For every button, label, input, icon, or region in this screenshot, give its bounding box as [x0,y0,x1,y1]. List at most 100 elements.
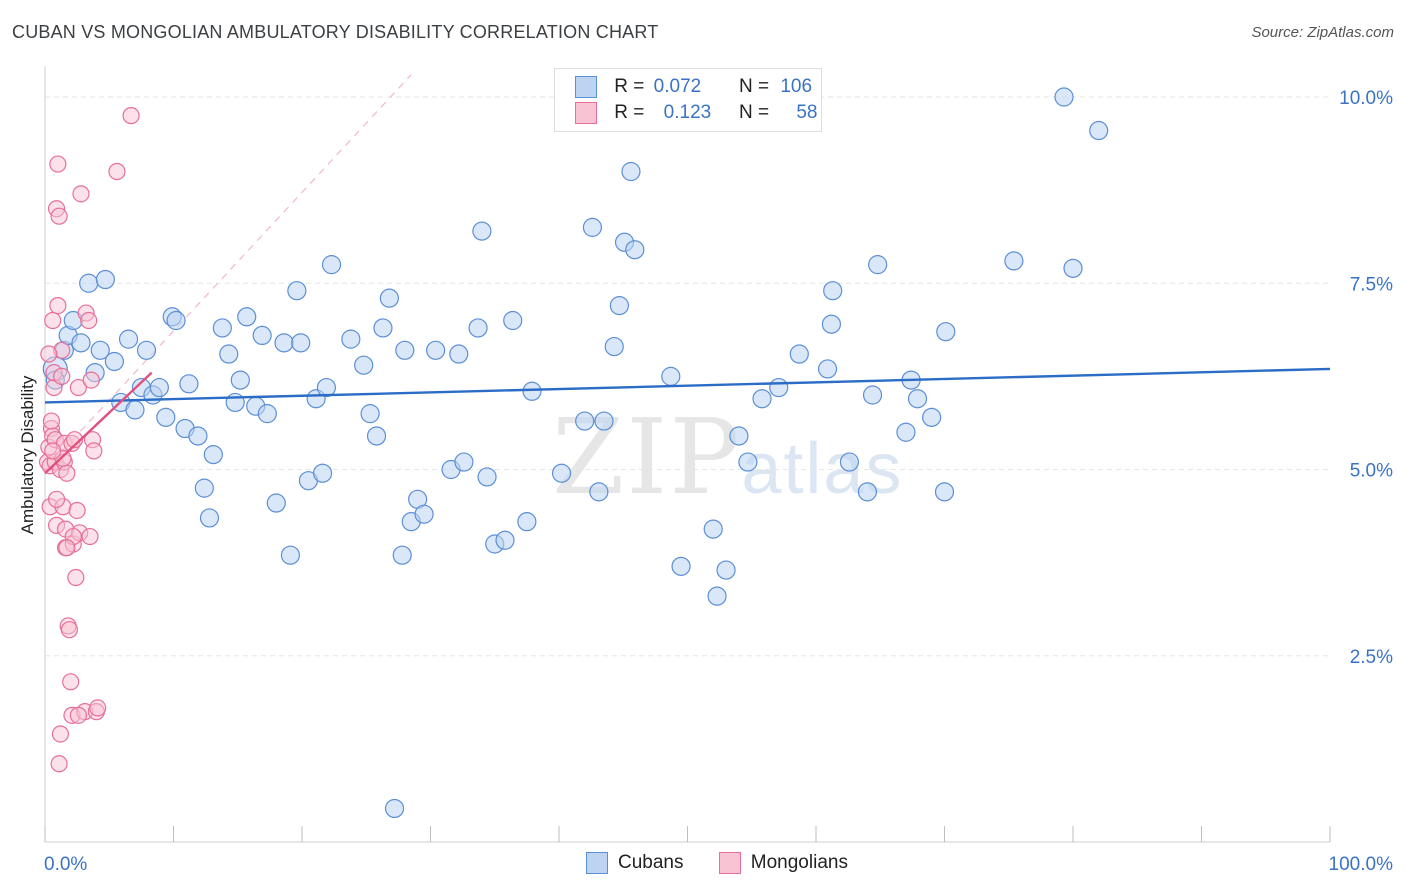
legend-row-mongolians: R = 0.123 N = 58 [575,102,817,126]
legend-item-mongolians: Mongolians [718,852,848,874]
y-axis-label: Ambulatory Disability [18,375,37,534]
cubans-point [71,333,91,353]
cubans-r-label: R = [614,76,645,98]
y-tick-label-3: 10.0% [1339,88,1393,109]
cubans-point [589,482,609,502]
mongolians-point [68,501,86,520]
cubans-point [934,482,955,502]
cubans-trend-line [44,367,1331,404]
cubans-point [426,340,446,360]
cubans-point [604,336,624,357]
mongolians-point [40,345,58,363]
legend-row-cubans: R = 0.072 N = 106 [575,76,812,100]
cubans-point [769,377,789,398]
cubans-point [316,377,337,398]
cubans-point [454,452,474,472]
mongolians-n-label: N = [738,102,770,124]
mongolians-point [50,755,68,773]
cubans-point [817,359,838,379]
cubans-point [1054,87,1074,107]
cubans-point [625,240,645,260]
cubans-point [594,411,614,431]
cubans-point [907,389,928,409]
cubans-point [136,340,157,360]
y-tick-label-0: 2.5% [1350,647,1393,668]
cubans-point [868,255,888,275]
chart-title: CUBAN VS MONGOLIAN AMBULATORY DISABILITY… [12,22,659,42]
x-tick-label-1: 100.0% [1329,854,1394,875]
cubans-point [414,504,434,524]
cubans-point [118,329,139,349]
cubans-point [609,296,629,316]
cubans-point [517,512,537,532]
mongolians-point [81,527,99,546]
stats-legend: R = 0.072 N = 106 R = 0.123 N = 58 [554,68,822,132]
cubans-point [166,310,186,331]
cubans-point [125,400,145,420]
mongolians-point [108,162,126,181]
cubans-point [522,381,542,401]
cubans-point [472,221,492,241]
cubans-point [252,325,272,345]
cubans-point [188,426,208,446]
cubans-point [341,329,361,349]
cubans-point [495,530,515,550]
cubans-point [703,519,723,539]
cubans-point [468,318,488,338]
cubans-point [95,269,115,290]
mongolians-point [72,185,90,203]
legend-mongolians-swatch [718,852,741,874]
cubans-point [179,374,199,394]
dashed-reference-line [44,74,412,470]
cubans-point [199,508,220,528]
trend-lines [44,367,1331,475]
cubans-point [321,255,342,275]
cubans-point [384,798,405,819]
cubans-point [936,322,956,342]
cubans-point [219,344,239,364]
cubans-point [896,422,916,442]
cubans-point [707,586,727,606]
cubans-point [395,340,415,360]
cubans-point [373,318,393,338]
reference-line [44,74,412,470]
cubans-point [671,556,691,576]
cubans-point [922,407,942,427]
axis-labels: Ambulatory Disability 2.5% 5.0% 7.5% 10.0% 0… [18,88,1393,875]
legend-cubans-swatch [586,852,608,874]
cubans-point [1063,258,1083,278]
cubans-point [312,463,333,483]
mongolians-point [60,621,79,639]
cubans-points [42,87,1109,819]
series-legend: Cubans Mongolians [586,852,878,874]
cubans-point [449,344,469,364]
cubans-point [257,404,277,424]
cubans-point [194,478,214,498]
mongolians-point [122,107,140,125]
source-label: Source: ZipAtlas.com [1251,24,1394,41]
cubans-point [857,482,878,502]
mongolians-point [51,725,70,743]
cubans-point [379,288,399,308]
cubans-point [366,426,387,446]
cubans-point [575,411,595,431]
cubans-point [212,318,232,338]
cubans-point [280,545,301,565]
cubans-point [360,404,380,424]
cubans-point [104,351,124,372]
cubans-point [551,463,572,483]
cubans-point [839,452,860,472]
mongolians-point [89,699,107,717]
cubans-point [230,370,250,390]
cubans-point [661,366,681,386]
cubans-point [738,452,758,472]
mongolians-point [58,539,76,557]
cubans-point [266,493,286,513]
mongolians-point [82,371,100,389]
legend-mongolians-label: Mongolians [750,852,848,874]
mongolians-point [69,706,88,724]
mongolians-point [44,442,62,460]
mongolians-point [49,297,67,315]
mongolians-point [85,442,103,460]
cubans-point [716,560,736,580]
